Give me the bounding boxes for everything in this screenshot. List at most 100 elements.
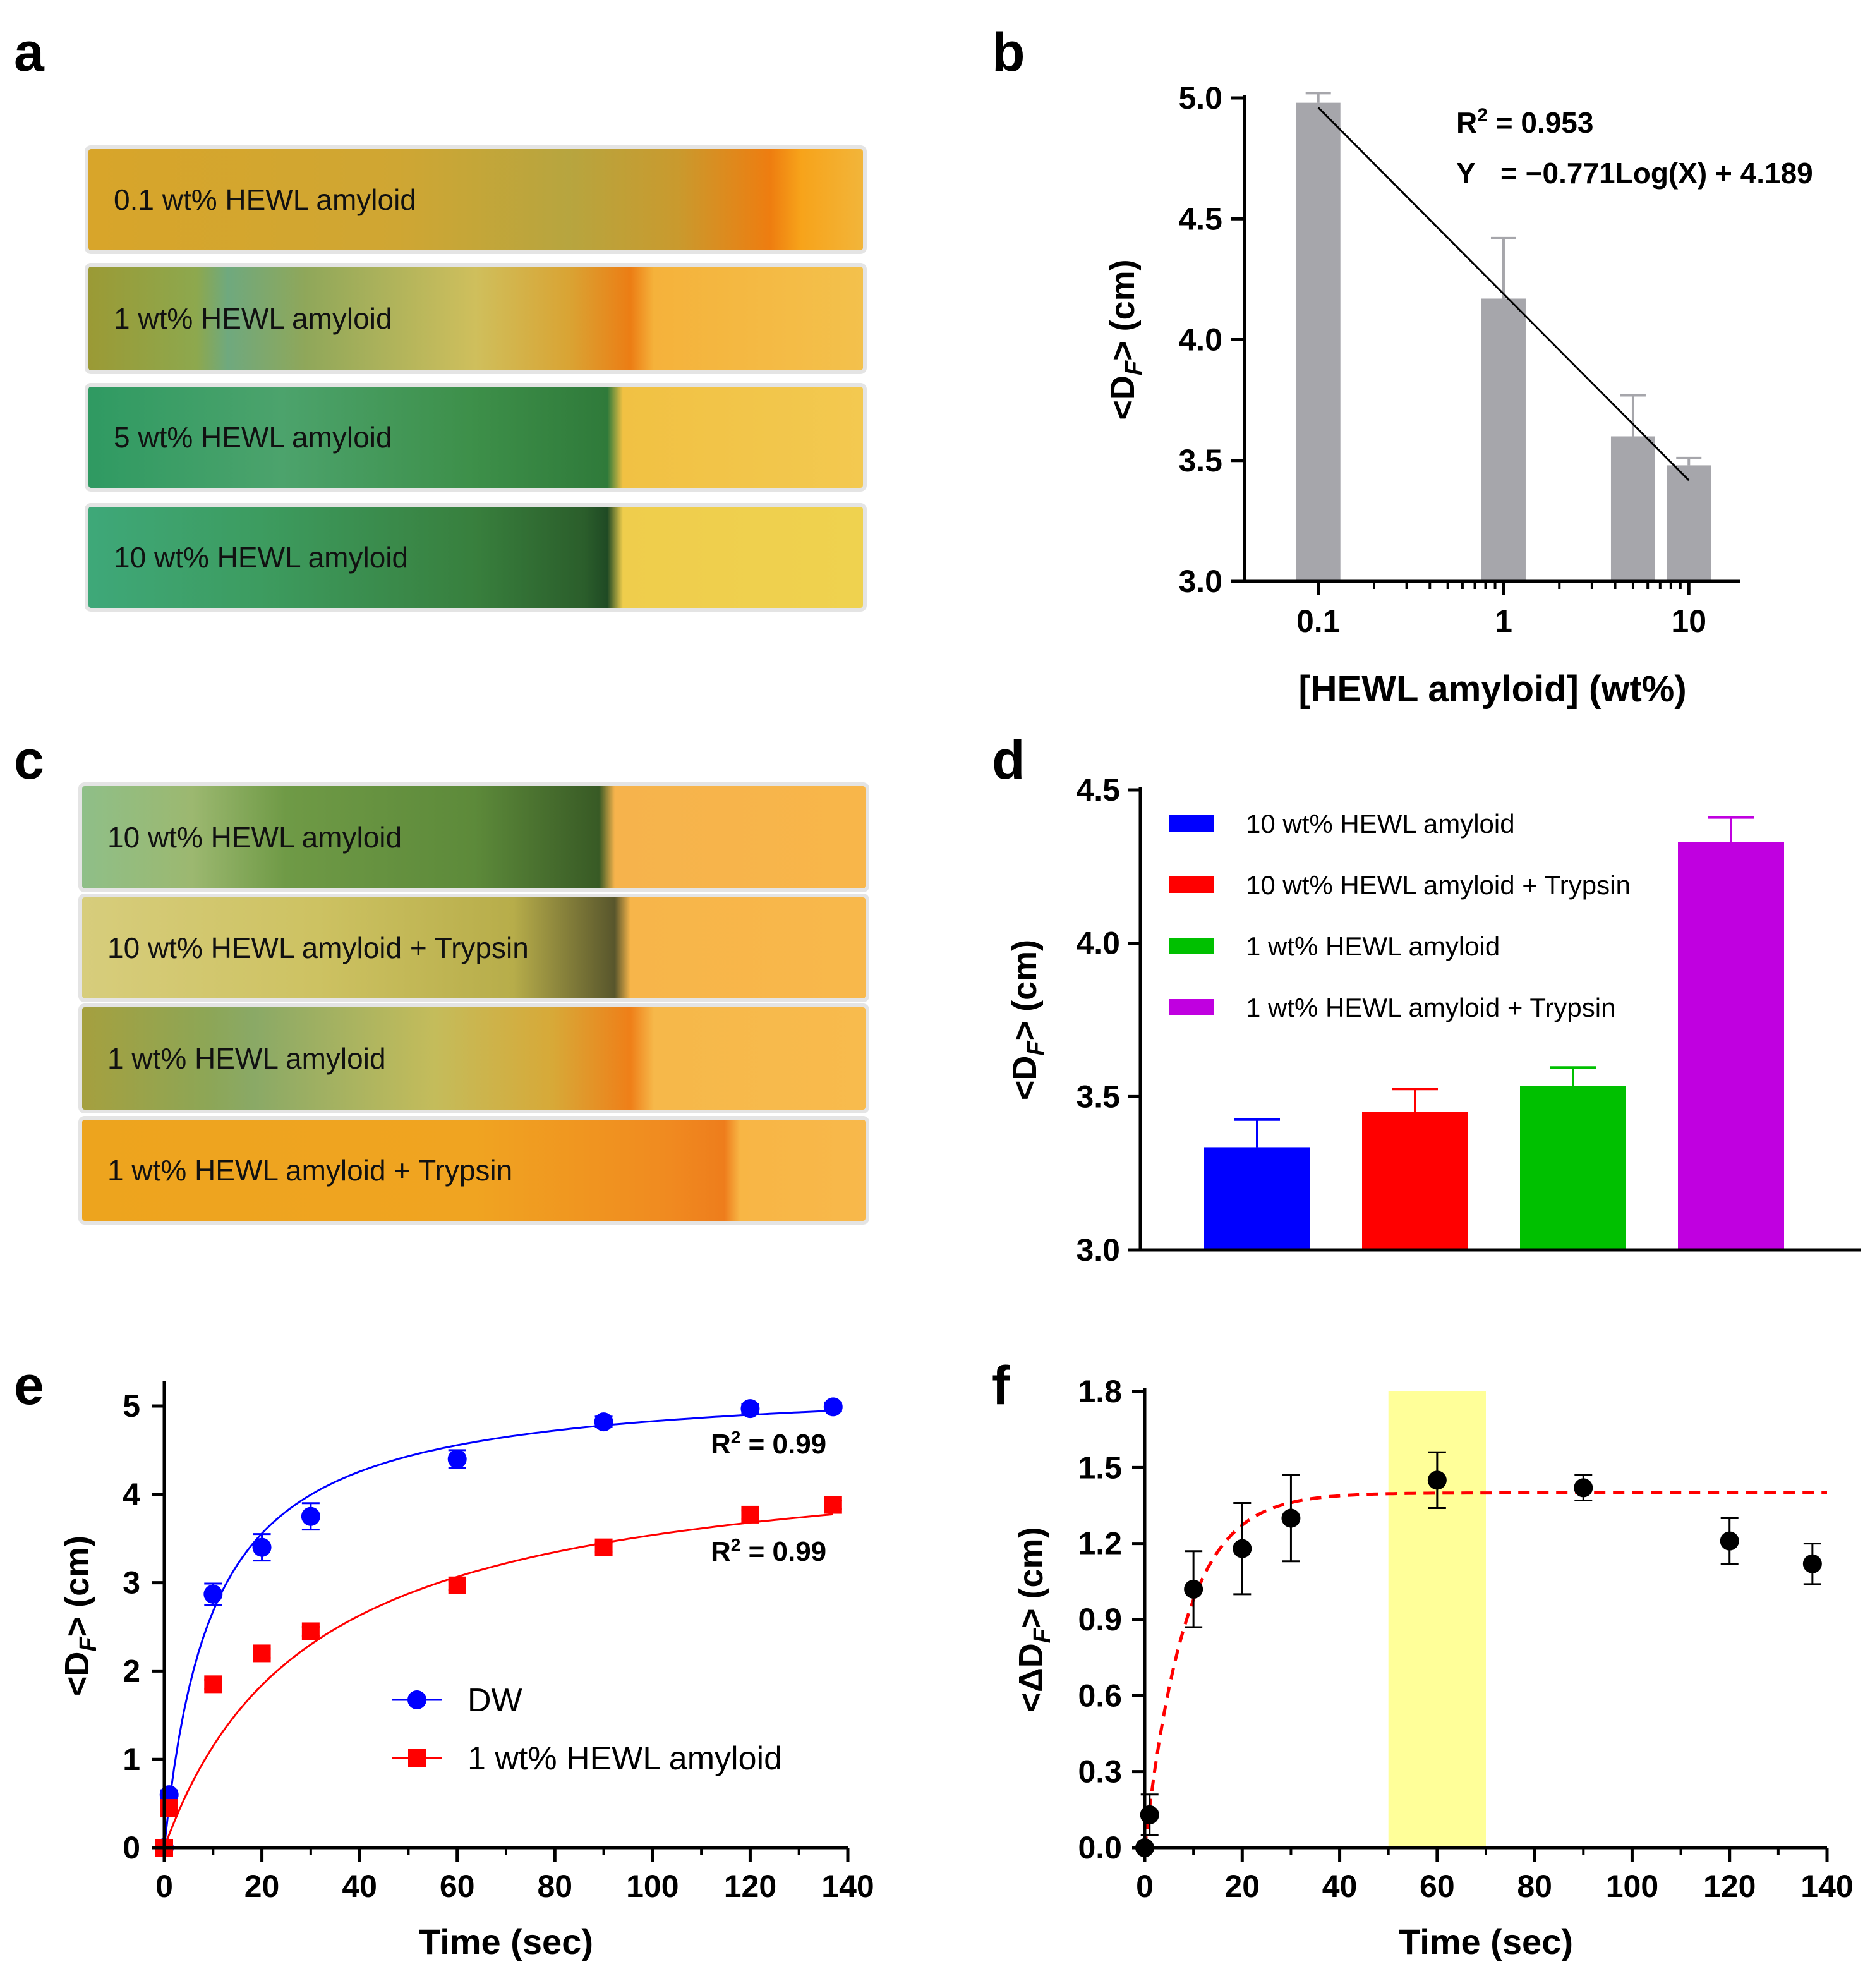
xtick-label-b-0: 0.1 xyxy=(1296,603,1341,639)
chart-b: 3.0 3.5 4.0 4.5 5.0 0.1 1 10 [HEWL amyloid] (wt%… xyxy=(1104,80,1813,710)
ytick-label-e-5: 5 xyxy=(123,1388,140,1424)
xtick-label-b-1: 1 xyxy=(1495,603,1512,639)
point-e-0-6 xyxy=(594,1412,613,1432)
y-axis-label-b: <DF> (cm) xyxy=(1104,259,1147,420)
x-axis-label-b: [HEWL amyloid] (wt%) xyxy=(1298,669,1686,710)
strip-label: 10 wt% HEWL amyloid xyxy=(114,541,409,574)
xtick-label-f-6: 120 xyxy=(1703,1869,1756,1904)
ytick-label-e-3: 3 xyxy=(123,1565,140,1601)
strip-c-4: 1 wt% HEWL amyloid + Trypsin xyxy=(82,1120,866,1221)
point-e-0-8 xyxy=(823,1397,843,1417)
legend-label-d-3: 1 wt% HEWL amyloid + Trypsin xyxy=(1246,993,1615,1022)
strip-a-3: 5 wt% HEWL amyloid xyxy=(88,387,863,488)
legend-label-d-2: 1 wt% HEWL amyloid xyxy=(1246,931,1500,961)
bar-b-3 xyxy=(1667,465,1711,581)
panel-letter-c: c xyxy=(14,730,44,791)
x-axis-label-f: Time (sec) xyxy=(1399,1922,1573,1961)
legend-swatch-d-2 xyxy=(1169,938,1214,954)
bar-d-3 xyxy=(1678,842,1784,1250)
point-e-1-4 xyxy=(301,1622,320,1640)
eq-label-b: Y xyxy=(1456,157,1476,190)
legend-marker-e-0 xyxy=(407,1690,426,1709)
y-axis-label-f: <ΔDF> (cm) xyxy=(1012,1527,1056,1712)
ytick-label-f-6: 1.8 xyxy=(1078,1374,1122,1409)
r2-annotation-e-1: R2 = 0.99 xyxy=(711,1535,826,1567)
strip-label: 1 wt% HEWL amyloid + Trypsin xyxy=(107,1154,513,1187)
ytick-label-d-2: 4.0 xyxy=(1076,926,1120,961)
r2-annotation-e-0: R2 = 0.99 xyxy=(711,1427,826,1460)
ytick-label-b-0: 3.0 xyxy=(1178,564,1222,599)
ytick-label-b-4: 5.0 xyxy=(1178,80,1222,116)
panel-letter-f: f xyxy=(992,1355,1010,1416)
strip-label: 10 wt% HEWL amyloid xyxy=(107,821,402,854)
point-e-1-6 xyxy=(594,1538,613,1556)
point-f-1 xyxy=(1140,1805,1159,1824)
panel-letter-d: d xyxy=(992,730,1025,791)
ytick-label-e-4: 4 xyxy=(123,1477,140,1512)
point-e-1-2 xyxy=(204,1675,222,1694)
ytick-label-e-1: 1 xyxy=(123,1742,140,1777)
ytick-label-b-2: 4.0 xyxy=(1178,322,1222,358)
strip-a-4: 10 wt% HEWL amyloid xyxy=(88,507,863,608)
ytick-label-f-5: 1.5 xyxy=(1078,1450,1122,1485)
legend-swatch-d-1 xyxy=(1169,876,1214,893)
point-f-5 xyxy=(1427,1470,1447,1490)
xtick-label-e-6: 120 xyxy=(724,1869,776,1904)
x-axis-label-e: Time (sec) xyxy=(419,1922,593,1961)
point-e-0-7 xyxy=(740,1399,760,1419)
point-f-6 xyxy=(1574,1478,1593,1498)
strip-label: 1 wt% HEWL amyloid xyxy=(107,1042,386,1075)
ytick-label-d-0: 3.0 xyxy=(1076,1232,1120,1268)
strip-a-2: 1 wt% HEWL amyloid xyxy=(88,267,863,370)
panel-letter-e: e xyxy=(14,1355,44,1416)
legend-marker-e-1 xyxy=(408,1749,426,1767)
ytick-label-e-2: 2 xyxy=(123,1653,140,1688)
chart-f: 0.0 0.3 0.6 0.9 1.2 1.5 1.8 0 20 40 60 80 100 120 140 T… xyxy=(1012,1374,1854,1961)
xtick-label-e-4: 80 xyxy=(537,1869,572,1904)
ytick-label-d-1: 3.5 xyxy=(1076,1079,1120,1114)
point-e-0-5 xyxy=(447,1449,467,1469)
point-f-8 xyxy=(1802,1554,1822,1573)
legend-label-d-0: 10 wt% HEWL amyloid xyxy=(1246,809,1515,839)
xtick-label-e-1: 20 xyxy=(244,1869,280,1904)
strip-c-1: 10 wt% HEWL amyloid xyxy=(82,786,866,888)
bar-d-0 xyxy=(1204,1147,1310,1250)
point-e-0-2 xyxy=(203,1584,223,1604)
point-f-2 xyxy=(1184,1579,1203,1599)
strip-c-2: 10 wt% HEWL amyloid + Trypsin xyxy=(82,897,866,998)
bar-b-1 xyxy=(1481,298,1526,581)
xtick-label-e-7: 140 xyxy=(821,1869,874,1904)
point-e-1-7 xyxy=(741,1505,759,1524)
bar-d-2 xyxy=(1520,1086,1626,1250)
xtick-label-f-5: 100 xyxy=(1606,1869,1658,1904)
ytick-label-f-4: 1.2 xyxy=(1078,1526,1122,1561)
ytick-label-f-0: 0.0 xyxy=(1078,1830,1122,1865)
point-e-1-5 xyxy=(448,1576,466,1594)
xtick-label-e-5: 100 xyxy=(626,1869,679,1904)
y-axis-label-d: <DF> (cm) xyxy=(1011,940,1049,1100)
chart-d: 3.0 3.5 4.0 4.5 <DF> (cm) 10 wt% HEWL amyloid… xyxy=(1011,772,1861,1268)
xtick-label-f-0: 0 xyxy=(1136,1869,1154,1904)
bar-d-1 xyxy=(1362,1112,1468,1250)
legend-label-d-1: 10 wt% HEWL amyloid + Trypsin xyxy=(1246,870,1631,900)
bar-b-0 xyxy=(1296,102,1341,581)
strip-label: 5 wt% HEWL amyloid xyxy=(114,421,392,454)
strip-label: 0.1 wt% HEWL amyloid xyxy=(114,183,416,216)
xtick-label-f-7: 140 xyxy=(1801,1869,1853,1904)
point-f-4 xyxy=(1281,1508,1301,1528)
strip-label: 1 wt% HEWL amyloid xyxy=(114,302,392,335)
ytick-label-b-1: 3.5 xyxy=(1178,443,1222,478)
point-e-0-4 xyxy=(301,1506,320,1526)
panel-letter-a: a xyxy=(14,22,44,83)
point-e-1-3 xyxy=(253,1644,271,1663)
strip-c-3: 1 wt% HEWL amyloid xyxy=(82,1007,866,1110)
chart-e: 0 1 2 3 4 5 0 20 40 60 80 100 120 140 Time (sec) <DF> (… xyxy=(58,1381,874,1961)
legend-swatch-d-3 xyxy=(1169,999,1214,1015)
bar-b-2 xyxy=(1610,436,1655,581)
fit-curve-e-1 xyxy=(163,1513,833,1848)
ytick-label-e-0: 0 xyxy=(123,1830,140,1865)
xtick-label-e-2: 40 xyxy=(342,1869,377,1904)
legend-label-e-1: 1 wt% HEWL amyloid xyxy=(468,1740,782,1777)
legend-swatch-d-0 xyxy=(1169,815,1214,832)
